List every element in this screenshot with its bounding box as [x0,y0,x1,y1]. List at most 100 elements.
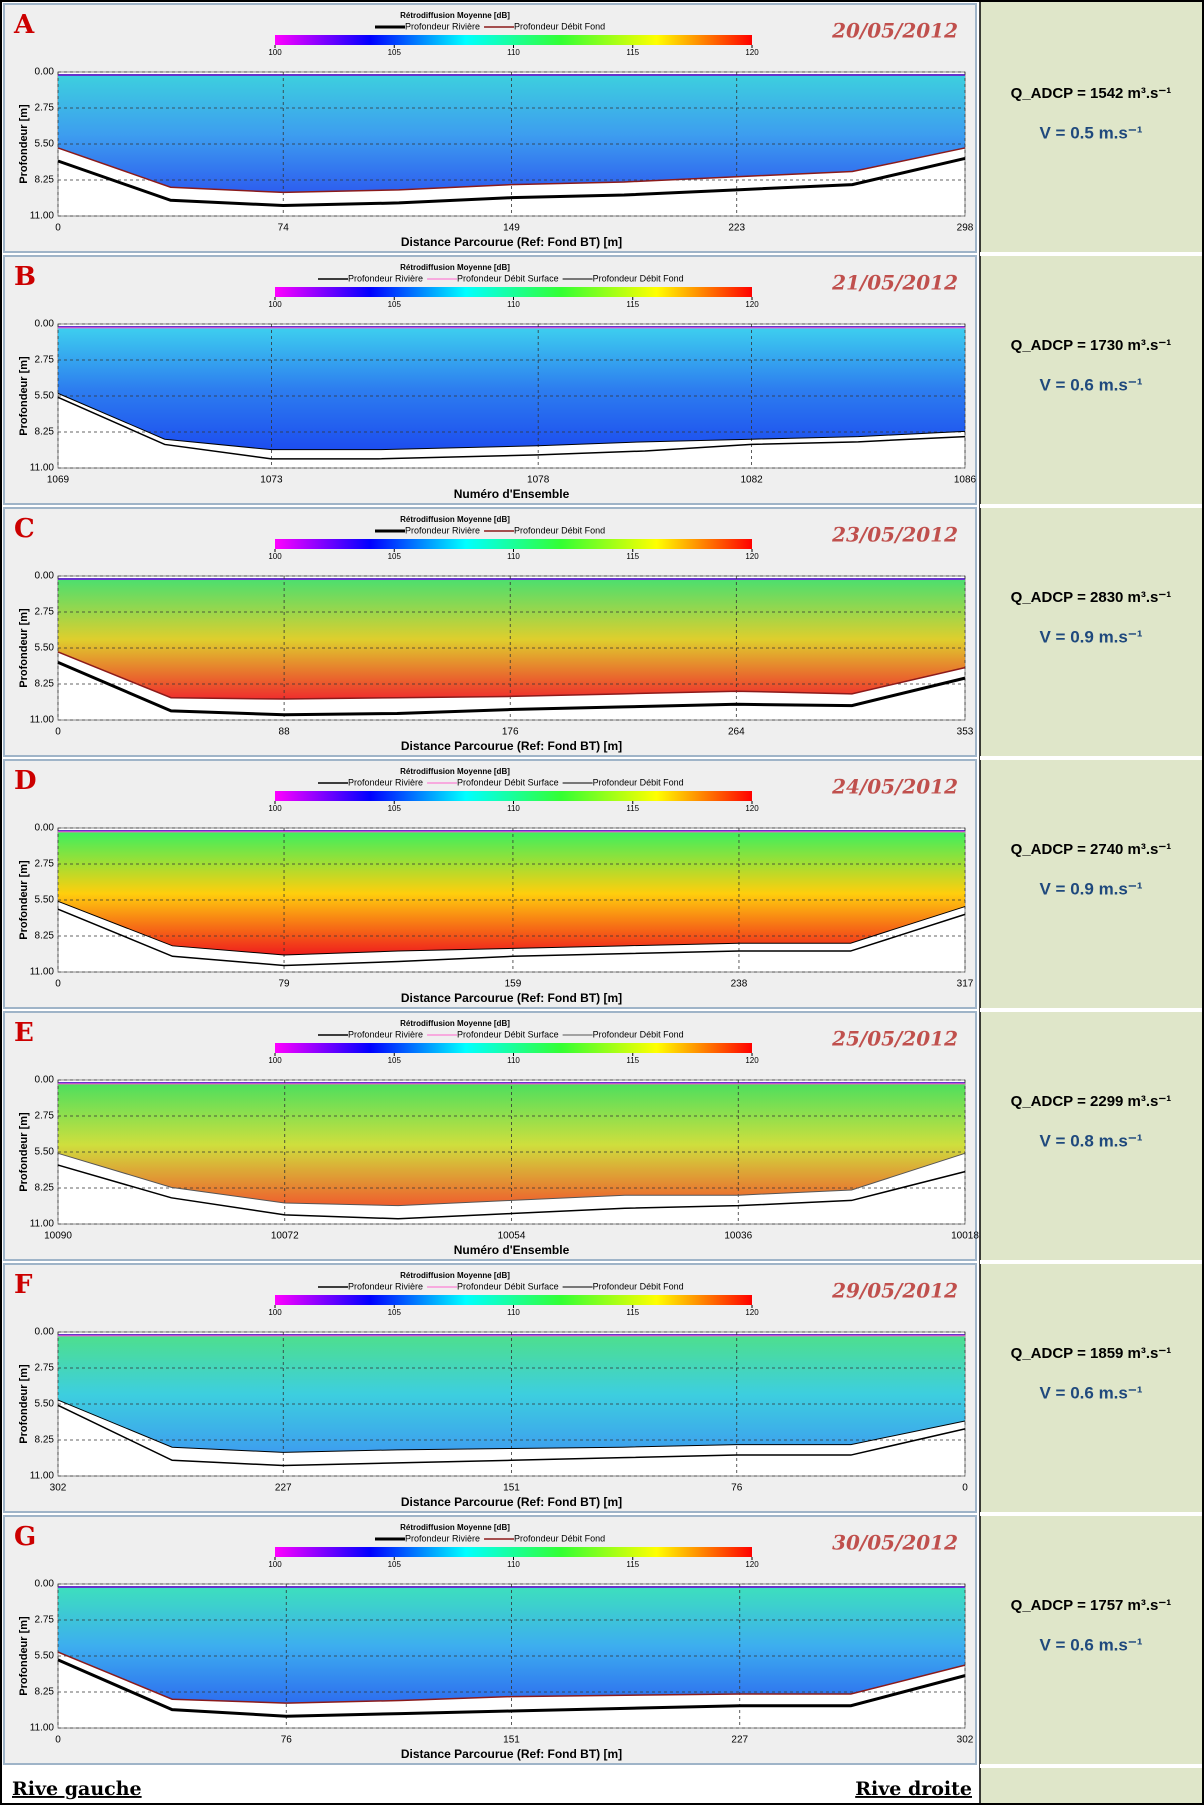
x-tick-label: 76 [281,1735,293,1746]
y-tick-label: 5.50 [35,1147,55,1158]
legend-title: Rétrodiffusion Moyenne [dB] [400,263,510,272]
legend-label: Profondeur Rivière [405,21,480,31]
depth-line [57,1164,966,1220]
colorbar-tick-label: 100 [268,1308,282,1317]
colorbar-tick-label: 120 [745,1308,759,1317]
legend-label: Profondeur Débit Fond [514,1533,605,1543]
x-tick-label: 0 [55,979,61,990]
x-tick-label: 10054 [498,1231,526,1242]
legend-title: Rétrodiffusion Moyenne [dB] [400,11,510,20]
legend-title: Rétrodiffusion Moyenne [dB] [400,1019,510,1028]
legend-title: Rétrodiffusion Moyenne [dB] [400,767,510,776]
colorbar-tick-label: 100 [268,804,282,813]
colorbar-tick-label: 115 [626,804,639,813]
colorbar-tick-label: 115 [626,48,639,57]
colorbar [275,1547,752,1557]
discharge: Q_ADCP = 1730 m³.s⁻¹ [1011,337,1172,354]
y-tick-label: 8.25 [35,175,55,186]
x-tick-label: 159 [505,979,522,990]
x-tick-label: 10072 [271,1231,299,1242]
x-axis-label: Distance Parcourue (Ref: Fond BT) [m] [401,739,622,753]
y-tick-label: 8.25 [35,1435,55,1446]
depth-line [57,147,966,194]
colorbar [275,1295,752,1305]
legend-title: Rétrodiffusion Moyenne [dB] [400,515,510,524]
y-tick-label: 0.00 [35,823,55,834]
panel-date: 29/05/2012 [831,1279,958,1303]
colorbar-tick-label: 105 [388,1056,402,1065]
x-tick-label: 0 [962,1483,968,1494]
colorbar [275,35,752,45]
y-tick-label: 8.25 [35,679,55,690]
colorbar-tick-label: 100 [268,1560,282,1569]
velocity: V = 0.6 m.s⁻¹ [1040,1635,1143,1654]
x-tick-label: 74 [278,223,290,234]
colorbar-tick-label: 120 [745,48,759,57]
panel-label: F [14,1270,33,1300]
y-tick-label: 11.00 [30,463,55,474]
x-tick-label: 151 [503,1483,520,1494]
x-tick-label: 1073 [260,475,283,486]
panel-date: 23/05/2012 [831,523,958,547]
colorbar-tick-label: 105 [388,552,402,561]
legend-label: Profondeur Rivière [348,273,423,283]
y-axis-label: Profondeur [m] [18,860,30,940]
colorbar-tick-label: 115 [626,1560,639,1569]
y-tick-label: 0.00 [35,1579,55,1590]
x-tick-label: 88 [279,727,291,738]
velocity: V = 0.5 m.s⁻¹ [1040,123,1143,142]
x-tick-label: 302 [50,1483,67,1494]
y-axis-label: Profondeur [m] [18,1616,30,1696]
x-tick-label: 0 [55,223,61,234]
x-tick-label: 302 [957,1735,974,1746]
depth-line [57,908,966,967]
depth-line [57,396,966,460]
legend-label: Profondeur Débit Fond [593,1281,684,1291]
x-tick-label: 151 [503,1735,520,1746]
y-tick-label: 0.00 [35,571,55,582]
x-tick-label: 298 [957,223,974,234]
y-tick-label: 2.75 [35,1111,55,1122]
x-tick-label: 1078 [527,475,550,486]
summary-column [980,2,1202,1803]
panel-date: 30/05/2012 [832,1531,958,1555]
y-tick-label: 11.00 [30,211,55,222]
colorbar-tick-label: 105 [388,300,402,309]
y-tick-label: 0.00 [35,1075,55,1086]
y-tick-label: 11.00 [30,715,55,726]
colorbar-tick-label: 100 [268,552,282,561]
y-tick-label: 0.00 [35,1327,55,1338]
x-tick-label: 238 [731,979,748,990]
legend-label: Profondeur Rivière [405,525,480,535]
legend-title: Rétrodiffusion Moyenne [dB] [400,1271,510,1280]
velocity: V = 0.6 m.s⁻¹ [1040,1383,1143,1402]
colorbar-tick-label: 105 [388,804,402,813]
x-tick-label: 10018 [951,1231,979,1242]
velocity: V = 0.8 m.s⁻¹ [1040,1131,1143,1150]
x-tick-label: 149 [503,223,520,234]
x-tick-label: 79 [278,979,290,990]
y-axis-label: Profondeur [m] [18,356,30,436]
discharge: Q_ADCP = 1757 m³.s⁻¹ [1011,1597,1172,1614]
legend-label: Profondeur Débit Surface [457,777,559,787]
legend-label: Profondeur Rivière [405,1533,480,1543]
colorbar-tick-label: 120 [745,1056,759,1065]
velocity: V = 0.6 m.s⁻¹ [1040,375,1143,394]
y-tick-label: 8.25 [35,1687,55,1698]
backscatter-field [58,580,965,700]
colorbar-tick-label: 100 [268,300,282,309]
colorbar [275,287,752,297]
colorbar-tick-label: 120 [745,552,759,561]
backscatter-field [58,328,965,450]
right-bank-label: Rive droite [855,1778,972,1800]
y-tick-label: 5.50 [35,391,55,402]
colorbar [275,1043,752,1053]
y-tick-label: 5.50 [35,1651,55,1662]
x-tick-label: 353 [957,727,974,738]
x-axis-label: Distance Parcourue (Ref: Fond BT) [m] [401,991,622,1005]
depth-line [57,1658,966,1718]
colorbar-tick-label: 105 [388,1308,402,1317]
y-tick-label: 8.25 [35,1183,55,1194]
panel-date: 25/05/2012 [831,1027,958,1051]
discharge: Q_ADCP = 2830 m³.s⁻¹ [1011,589,1172,606]
